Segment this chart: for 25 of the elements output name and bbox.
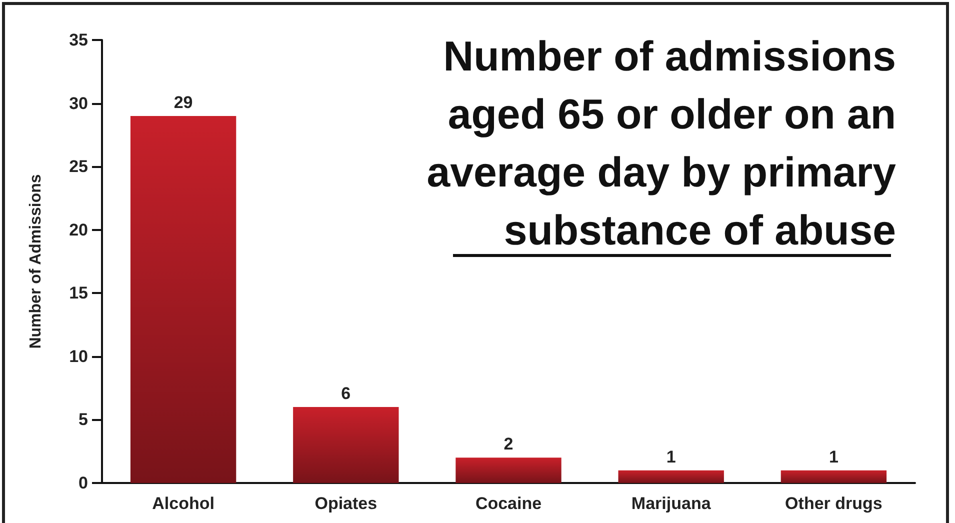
text: Number of admissions aged 65 or older on an average day by primary substance of abuse	[426, 32, 897, 254]
x-tick-label: Alcohol	[152, 494, 214, 513]
bar	[618, 470, 724, 483]
data-label: 29	[174, 92, 193, 112]
y-tick-label: 5	[78, 410, 88, 430]
x-tick-label: Other drugs	[785, 494, 882, 513]
data-label: 2	[504, 434, 514, 454]
x-tick-label: Marijuana	[631, 494, 712, 513]
data-label: 1	[666, 447, 676, 466]
data-label: 6	[341, 384, 351, 404]
y-tick-label: 15	[69, 284, 88, 303]
bar	[456, 458, 562, 483]
bar	[780, 470, 887, 483]
y-tick-label: 0	[78, 474, 88, 492]
y-axis-title: Number of Admissions	[28, 174, 44, 349]
y-tick-label: 30	[69, 94, 88, 113]
x-tick-label: Opiates	[314, 494, 378, 513]
y-tick-label: 10	[69, 346, 88, 366]
y-tick-label: 25	[69, 157, 88, 176]
x-tick-label: Cocaine	[475, 494, 542, 513]
bar	[130, 116, 236, 483]
y-tick-label: 20	[69, 220, 88, 240]
y-tick-label: 35	[69, 30, 88, 50]
data-label: 1	[828, 447, 838, 466]
bar	[293, 407, 399, 483]
